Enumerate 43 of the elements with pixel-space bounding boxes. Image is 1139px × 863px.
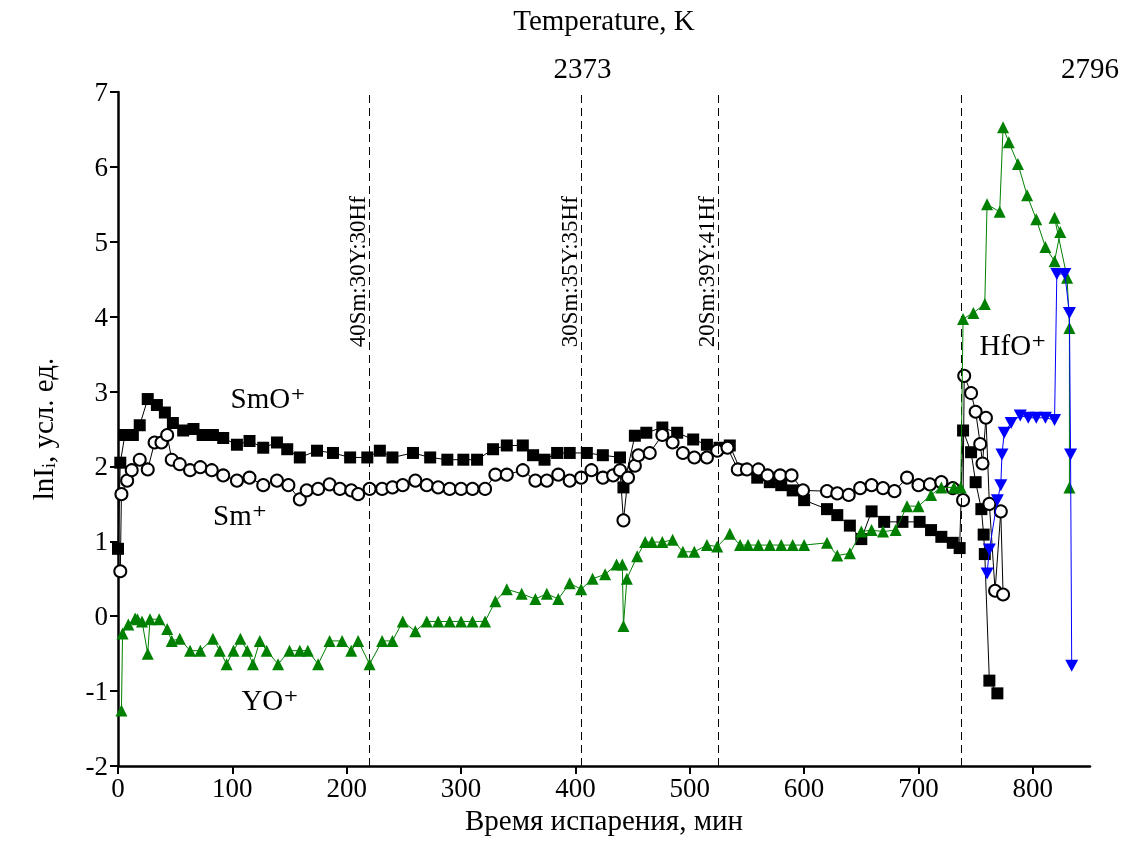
x2-axis-title: Temperature, K — [513, 3, 695, 36]
x-tick-label: 600 — [783, 772, 825, 803]
point — [982, 543, 996, 556]
point — [1004, 417, 1018, 430]
series-label: SmO⁺ — [230, 382, 306, 414]
x-tick-label: 700 — [898, 772, 939, 803]
y-tick-label: 7 — [94, 77, 108, 107]
y-tick-label: 0 — [94, 601, 108, 632]
annotation: 20Sm:39Y:41Hf — [693, 195, 719, 348]
x-tick-label: 100 — [212, 772, 253, 803]
point — [995, 448, 1009, 461]
x-axis-title: Время испарения, мин — [464, 804, 744, 837]
x-tick-label: 200 — [326, 772, 367, 803]
series-label: YO⁺ — [241, 684, 299, 716]
x2-tick-label: 2373 — [553, 51, 612, 84]
x-tick-label: 500 — [669, 772, 711, 803]
y-tick-label: 1 — [94, 526, 108, 557]
point — [990, 494, 1004, 507]
y-tick-label: 4 — [94, 301, 109, 332]
y-tick-label: 5 — [94, 226, 108, 257]
series-label: HfO⁺ — [979, 329, 1047, 361]
point — [1065, 659, 1079, 672]
x-tick-label: 800 — [1012, 772, 1054, 803]
y-tick-label: 6 — [94, 151, 108, 182]
point — [1064, 448, 1078, 461]
point — [994, 479, 1008, 492]
point — [1038, 411, 1052, 424]
point — [980, 567, 994, 580]
y-axis-title: lnIi, усл. ед. — [27, 357, 59, 501]
y-tick-label: -2 — [85, 751, 108, 781]
y-tick-label: 2 — [94, 451, 108, 482]
point — [1058, 267, 1072, 280]
y-tick-label: -1 — [85, 676, 108, 707]
point — [1048, 414, 1062, 427]
annotation: 30Sm:35Y:35Hf — [556, 195, 582, 348]
point — [1062, 306, 1076, 319]
y-tick-label: 3 — [94, 376, 108, 407]
x-tick-label: 400 — [555, 772, 596, 803]
point — [997, 426, 1011, 439]
series-label: Sm⁺ — [213, 499, 267, 531]
x-tick-label: 300 — [440, 772, 482, 803]
annotation: 40Sm:30Y:30Hf — [345, 195, 371, 348]
x2-tick-label: 2796 — [1061, 51, 1119, 84]
